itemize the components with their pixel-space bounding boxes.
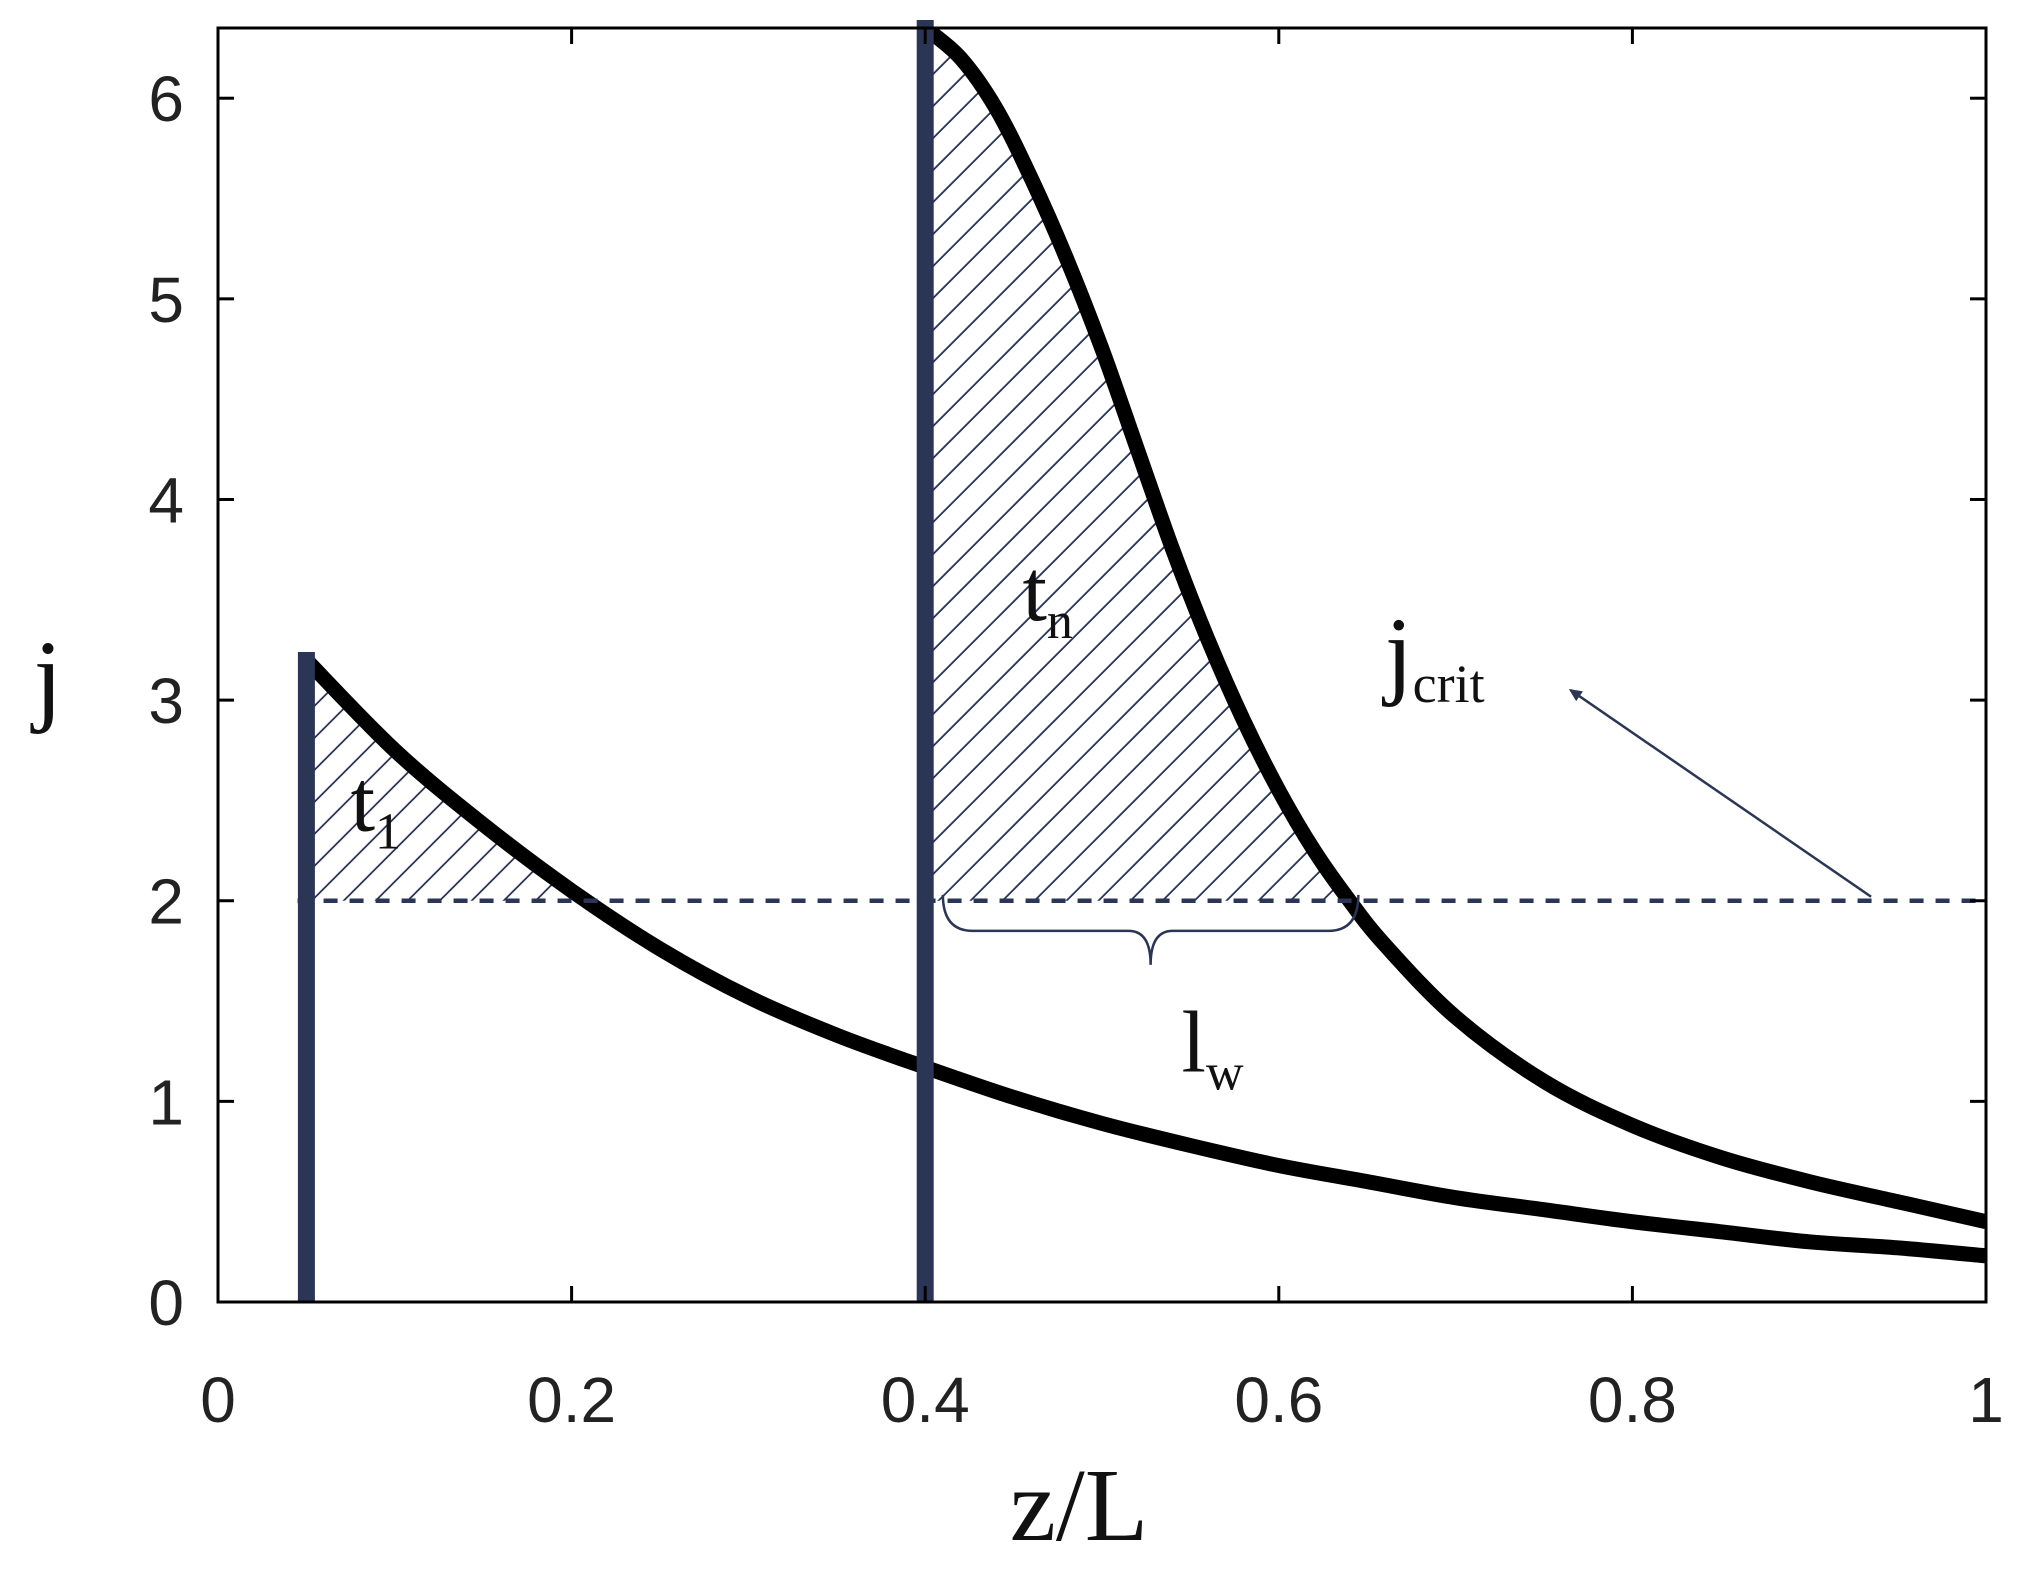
x-tick-label: 0.6 — [1234, 1364, 1323, 1436]
y-tick-label: 5 — [148, 264, 184, 336]
hatch-line — [925, 28, 1350, 901]
hatch-line — [925, 28, 1022, 901]
hatch-region-2 — [925, 28, 1350, 901]
hatch-line — [1183, 28, 1350, 901]
tn-label: tn — [1022, 543, 1072, 650]
tn-label-subscript: n — [1047, 593, 1073, 650]
t1-label: t1 — [351, 754, 401, 861]
hatch-line — [1087, 28, 1350, 901]
hatch-line — [1343, 28, 1350, 901]
y-tick-label: 3 — [148, 665, 184, 737]
hatch-line — [925, 28, 1350, 901]
hatch-line — [925, 28, 1150, 901]
curve-series-2 — [920, 28, 1986, 1230]
hatch-line — [925, 28, 1350, 901]
threshold-arrow — [1568, 688, 1872, 898]
hatch-line — [925, 28, 1086, 901]
hatch-line — [925, 28, 1246, 901]
lw-label-subscript: w — [1206, 1044, 1244, 1101]
y-tick-label: 2 — [148, 866, 184, 938]
jcrit-label: jcrit — [1382, 597, 1485, 714]
y-axis-label: j — [31, 620, 63, 735]
x-tick-label: 0.4 — [881, 1364, 970, 1436]
hatch-line — [1151, 28, 1350, 901]
hatch-line — [925, 28, 1310, 901]
x-axis: 0 0.2 0.4 0.6 0.8 1 — [200, 28, 2004, 1436]
hatch-line — [991, 28, 1350, 901]
hatch-line — [925, 28, 1350, 901]
t1-label-main: t — [351, 754, 375, 851]
y-tick-label: 0 — [148, 1267, 184, 1339]
x-axis-label: z/L — [1010, 1448, 1149, 1563]
vertical-bars — [297, 20, 934, 1302]
y-tick-label: 6 — [148, 63, 184, 135]
curve-series-1 — [301, 654, 1986, 1264]
y-tick-label: 1 — [148, 1066, 184, 1138]
hatch-line — [925, 28, 1214, 901]
hatch-line — [925, 28, 990, 901]
hatch-line — [925, 28, 1350, 901]
curves — [301, 28, 1986, 1264]
t1-label-subscript: 1 — [375, 804, 401, 861]
hatch-line — [590, 650, 851, 911]
hatch-line — [925, 28, 1350, 901]
hatch-line — [959, 28, 1350, 901]
hatch-line — [365, 659, 587, 901]
plot-frame — [216, 26, 1988, 1304]
hatch-line — [1215, 28, 1350, 901]
hatch-line — [1055, 28, 1350, 901]
lw-label-main: l — [1182, 994, 1206, 1091]
hatch-line — [1279, 28, 1350, 901]
hatch-line — [461, 659, 587, 901]
hatch-line — [925, 28, 1342, 901]
lw-label: lw — [1182, 994, 1244, 1101]
x-tick-label: 0.2 — [527, 1364, 616, 1436]
y-axis: 0 1 2 3 4 5 6 — [148, 63, 1986, 1339]
jcrit-label-subscript: crit — [1413, 654, 1485, 714]
hatch-line — [925, 28, 1350, 901]
hatch-line — [925, 28, 958, 901]
hatch-line — [925, 28, 1350, 901]
tn-label-main: t — [1022, 543, 1046, 640]
hatch-line — [306, 659, 372, 901]
hatch-line — [925, 28, 1118, 901]
x-tick-label: 1 — [1968, 1364, 2004, 1436]
hatch-line — [925, 28, 1350, 901]
hatch-line — [429, 659, 587, 901]
x-tick-label: 0 — [200, 1364, 236, 1436]
hatch-line — [1119, 28, 1350, 901]
x-tick-label: 0.8 — [1588, 1364, 1677, 1436]
hatch-line — [925, 28, 1350, 901]
hatch-line — [1311, 28, 1350, 901]
hatch-line — [1247, 28, 1350, 901]
hatch-line — [1023, 28, 1350, 901]
hatch-line — [525, 659, 587, 901]
threshold-group — [297, 688, 1986, 965]
hatch-regions — [306, 28, 1350, 911]
y-tick-label: 4 — [148, 464, 184, 536]
hatch-line — [557, 659, 587, 901]
hatch-line — [927, 28, 1350, 901]
lw-brace — [941, 894, 1360, 965]
jcrit-label-main: j — [1382, 597, 1413, 708]
